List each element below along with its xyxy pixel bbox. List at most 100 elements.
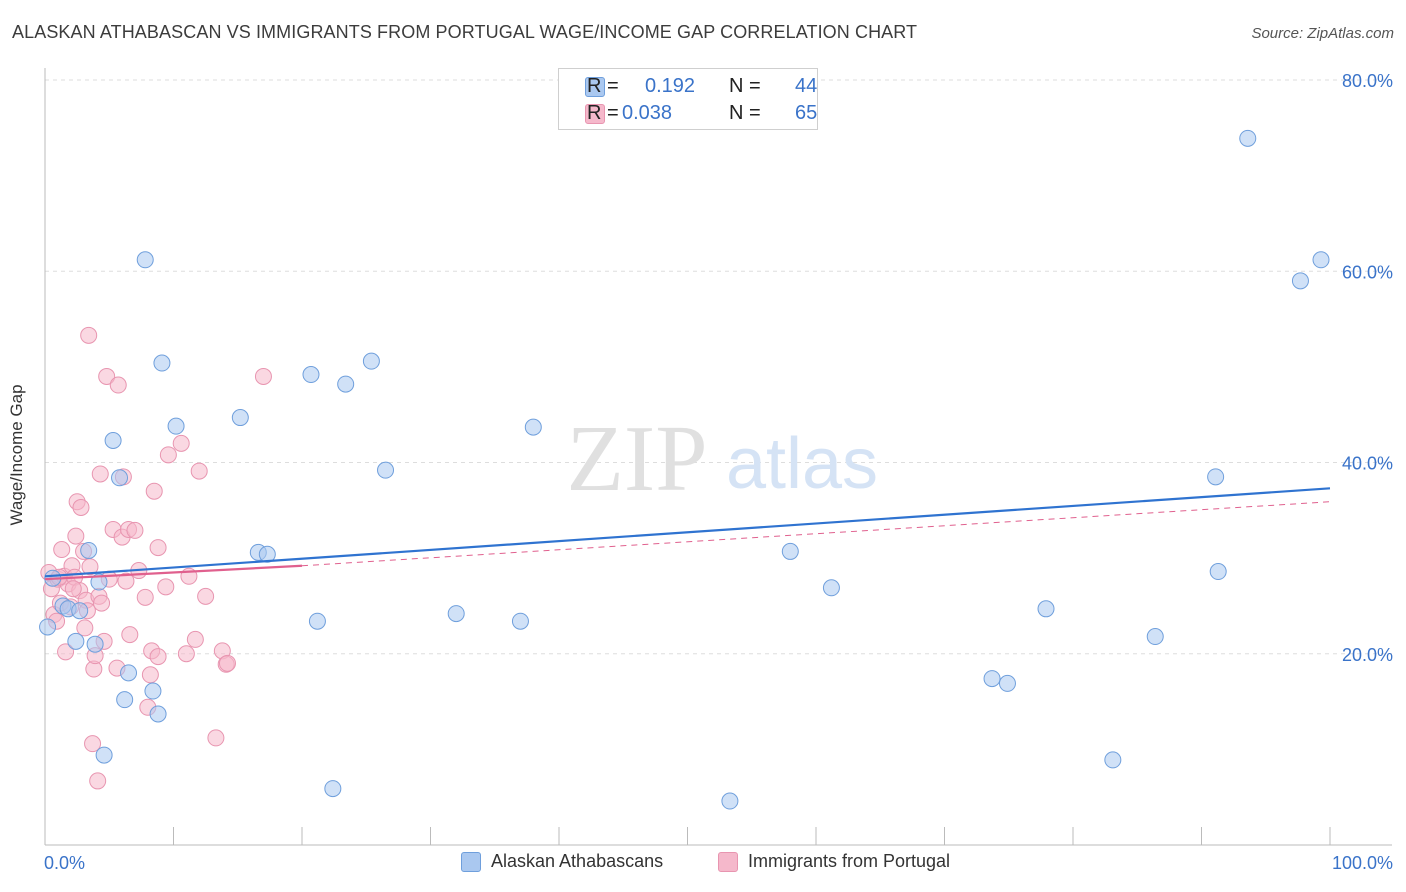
r-label: R = bbox=[587, 75, 619, 97]
legend-label-portugal: Immigrants from Portugal bbox=[748, 851, 951, 871]
watermark-zip: ZIP bbox=[567, 407, 708, 511]
athabascan-point bbox=[362, 352, 380, 370]
portugal-point bbox=[91, 465, 109, 483]
athabascan-point bbox=[983, 670, 1001, 688]
athabascan-point bbox=[721, 792, 739, 810]
x-tick-label: 100.0% bbox=[1332, 853, 1393, 873]
portugal-point bbox=[136, 588, 154, 606]
portugal-trend-extension bbox=[301, 501, 1331, 567]
portugal-point bbox=[121, 626, 139, 644]
athabascan-point bbox=[104, 432, 122, 450]
portugal-point bbox=[141, 666, 159, 684]
watermark-atlas: atlas bbox=[726, 424, 878, 504]
legend-item-athabascans: Alaskan Athabascans bbox=[461, 851, 663, 872]
n-value: 44 bbox=[795, 75, 818, 97]
athabascan-point bbox=[1312, 251, 1330, 269]
athabascan-point bbox=[302, 366, 320, 384]
athabascan-point bbox=[90, 573, 108, 591]
portugal-point bbox=[109, 376, 127, 394]
portugal-point bbox=[186, 630, 204, 648]
y-tick-label: 40.0% bbox=[1342, 454, 1393, 474]
chart-title: ALASKAN ATHABASCAN VS IMMIGRANTS FROM PO… bbox=[12, 22, 918, 42]
portugal-point bbox=[84, 735, 102, 753]
portugal-point bbox=[89, 772, 107, 790]
portugal-point bbox=[117, 572, 135, 590]
athabascan-point bbox=[80, 541, 98, 559]
athabascan-point bbox=[337, 375, 355, 393]
athabascan-point bbox=[1037, 600, 1055, 618]
legend-swatch-pink bbox=[718, 851, 738, 872]
athabascan-point bbox=[524, 418, 542, 436]
athabascan-point bbox=[67, 632, 85, 650]
athabascan-point bbox=[998, 674, 1016, 692]
stats-legend: R = 0.192 N = 44 R = 0.038 N = 65 bbox=[558, 68, 818, 130]
athabascan-point bbox=[153, 354, 171, 372]
athabascan-point bbox=[258, 545, 276, 563]
portugal-point bbox=[67, 527, 85, 545]
portugal-point bbox=[197, 587, 215, 605]
source-label: Source: ZipAtlas.com bbox=[1251, 25, 1394, 42]
portugal-point bbox=[172, 434, 190, 452]
athabascan-point bbox=[149, 705, 167, 723]
portugal-point bbox=[64, 580, 82, 598]
athabascan-point bbox=[111, 469, 129, 487]
athabascan-point bbox=[95, 746, 113, 764]
athabascan-trend-line bbox=[44, 487, 1331, 578]
athabascan-point bbox=[511, 612, 529, 630]
portugal-point bbox=[126, 521, 144, 539]
x-tick-label: 0.0% bbox=[44, 853, 85, 873]
athabascan-point bbox=[116, 691, 134, 709]
n-label: N = bbox=[729, 102, 761, 124]
athabascan-point bbox=[231, 409, 249, 427]
portugal-point bbox=[190, 462, 208, 480]
portugal-trend-line bbox=[44, 564, 303, 581]
athabascan-point bbox=[39, 618, 57, 636]
n-label: N = bbox=[729, 75, 761, 97]
portugal-point bbox=[207, 729, 225, 747]
athabascan-point bbox=[1104, 751, 1122, 769]
y-tick-label: 20.0% bbox=[1342, 645, 1393, 665]
athabascan-point bbox=[1146, 628, 1164, 646]
axes bbox=[44, 68, 1392, 846]
legend-swatch-blue bbox=[585, 77, 605, 97]
athabascan-point bbox=[71, 602, 89, 620]
legend-item-portugal: Immigrants from Portugal bbox=[718, 851, 950, 872]
portugal-point bbox=[57, 643, 75, 661]
legend-swatch-blue bbox=[461, 851, 481, 872]
portugal-point bbox=[149, 539, 167, 557]
athabascan-point bbox=[1239, 129, 1257, 147]
portugal-point bbox=[53, 541, 71, 559]
portugal-point bbox=[98, 367, 116, 385]
athabascan-point bbox=[1209, 563, 1227, 581]
athabascan-point bbox=[144, 682, 162, 700]
athabascan-point bbox=[822, 579, 840, 597]
r-label: R = bbox=[587, 102, 619, 124]
y-tick-label: 80.0% bbox=[1342, 71, 1393, 91]
athabascan-point bbox=[167, 417, 185, 435]
legend-label-athabascans: Alaskan Athabascans bbox=[491, 851, 664, 871]
athabascan-point bbox=[324, 780, 342, 798]
legend-swatch-pink bbox=[585, 104, 605, 124]
athabascan-point bbox=[377, 461, 395, 479]
r-value: 0.038 bbox=[622, 102, 673, 124]
data-points bbox=[39, 129, 1330, 810]
tick-labels: 20.0% 40.0% 60.0% 80.0% 0.0% 100.0% bbox=[44, 71, 1393, 873]
portugal-point bbox=[72, 498, 90, 516]
portugal-point bbox=[157, 578, 175, 596]
y-axis-label: Wage/Income Gap bbox=[7, 384, 26, 526]
y-tick-label: 60.0% bbox=[1342, 262, 1393, 282]
athabascan-point bbox=[136, 251, 154, 269]
portugal-point bbox=[149, 648, 167, 666]
athabascan-point bbox=[1207, 468, 1225, 486]
r-value: 0.192 bbox=[645, 75, 696, 97]
portugal-point bbox=[177, 645, 195, 663]
portugal-point bbox=[93, 594, 111, 612]
portugal-point bbox=[145, 482, 163, 500]
portugal-point bbox=[159, 446, 177, 464]
athabascan-point bbox=[1291, 272, 1309, 290]
trend-lines bbox=[44, 487, 1331, 581]
portugal-point bbox=[80, 326, 98, 344]
athabascan-point bbox=[120, 664, 138, 682]
portugal-point bbox=[254, 367, 272, 385]
